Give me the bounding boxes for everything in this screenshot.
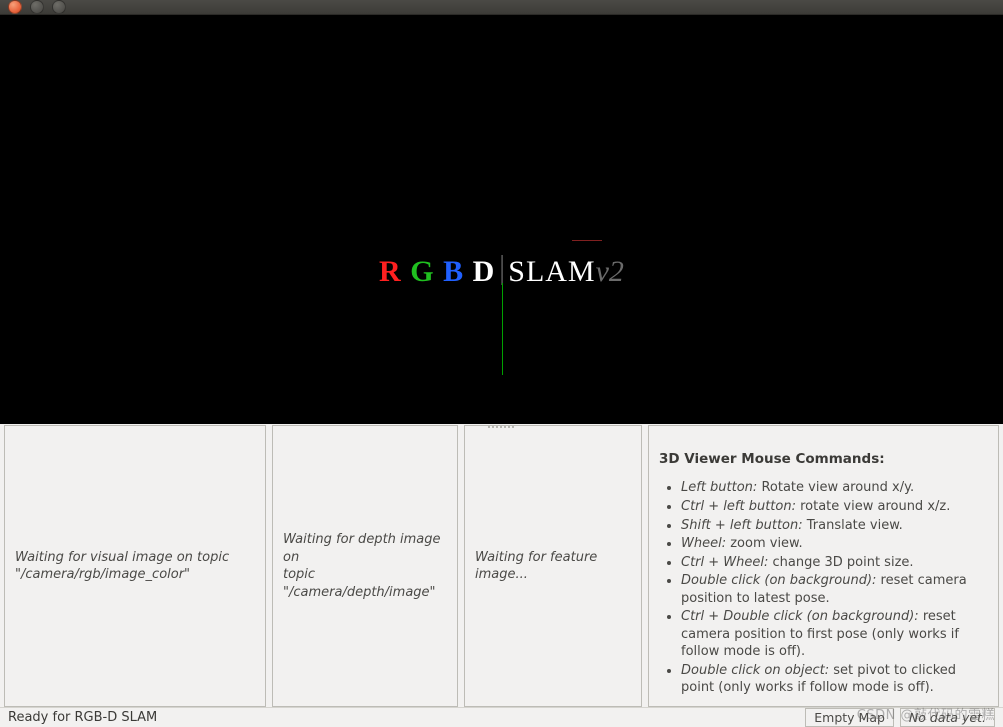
panel-visual-image: Waiting for visual image on topic "/came… <box>4 425 266 707</box>
viewer-3d[interactable]: R G B D SLAM v2 <box>0 15 1003 424</box>
panel-depth-line3: "/camera/depth/image" <box>283 584 447 602</box>
logo-b: B <box>443 255 464 289</box>
axis-y-icon <box>502 283 503 375</box>
help-item: Double click on object: set pivot to cli… <box>681 662 988 697</box>
help-item: Shift + left button: Translate view. <box>681 517 988 535</box>
help-item: Wheel: zoom view. <box>681 535 988 553</box>
logo-slam: SLAM <box>508 255 595 289</box>
help-item: Ctrl + Wheel: change 3D point size. <box>681 554 988 572</box>
panel-help: 3D Viewer Mouse Commands: Left button: R… <box>648 425 999 707</box>
help-item: Ctrl + left button: rotate view around x… <box>681 498 988 516</box>
status-data: No data yet. <box>900 708 995 727</box>
panel-depth-image: Waiting for depth image on topic "/camer… <box>272 425 458 707</box>
panel-feature-image: Waiting for feature image... <box>464 425 642 707</box>
status-map: Empty Map <box>805 708 894 727</box>
panel-depth-line1: Waiting for depth image on <box>283 531 447 566</box>
maximize-icon[interactable] <box>52 0 66 14</box>
logo-v2: v2 <box>596 255 624 289</box>
help-header: 3D Viewer Mouse Commands: <box>659 450 988 468</box>
panel-visual-line1: Waiting for visual image on topic <box>15 549 255 567</box>
close-icon[interactable] <box>8 0 22 14</box>
panel-feature-line1: Waiting for feature image... <box>475 549 631 584</box>
panel-row: Waiting for visual image on topic "/came… <box>0 425 1003 707</box>
minimize-icon[interactable] <box>30 0 44 14</box>
status-message: Ready for RGB-D SLAM <box>8 710 157 725</box>
logo-g: G <box>410 255 434 289</box>
logo-separator-icon <box>501 255 502 285</box>
logo-r: R <box>379 255 402 289</box>
logo-d: D <box>473 255 496 289</box>
panel-visual-line2: "/camera/rgb/image_color" <box>15 566 255 584</box>
help-list: Left button: Rotate view around x/y. Ctr… <box>659 478 988 698</box>
axis-x-icon <box>572 240 602 241</box>
help-item: Double click (on background): reset came… <box>681 572 988 607</box>
statusbar: Ready for RGB-D SLAM Empty Map No data y… <box>0 707 1003 727</box>
panel-depth-line2: topic <box>283 566 447 584</box>
horizontal-splitter[interactable] <box>0 424 1003 425</box>
help-item: Ctrl + Double click (on background): res… <box>681 608 988 661</box>
help-item: Left button: Rotate view around x/y. <box>681 479 988 497</box>
titlebar <box>0 0 1003 15</box>
